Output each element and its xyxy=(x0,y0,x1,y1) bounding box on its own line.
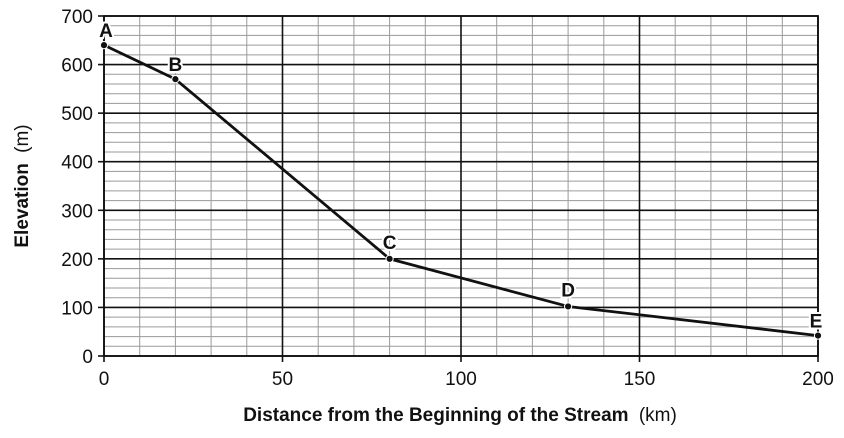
point-label-b: B xyxy=(169,55,183,76)
data-point-c xyxy=(385,254,394,263)
y-tick-label: 700 xyxy=(61,7,93,28)
data-point-d xyxy=(564,302,573,311)
point-label-e: E xyxy=(810,312,823,333)
x-axis-title: Distance from the Beginning of the Strea… xyxy=(243,405,677,426)
y-tick-label: 0 xyxy=(82,347,93,368)
data-point-e xyxy=(813,331,823,340)
y-axis-label: Elevation xyxy=(12,163,33,247)
x-axis-label: Distance from the Beginning of the Strea… xyxy=(243,405,628,426)
point-label-c: C xyxy=(383,233,397,254)
y-tick-label: 500 xyxy=(61,104,93,125)
y-axis-title: Elevation (m) xyxy=(12,124,33,247)
y-tick-label: 400 xyxy=(61,153,93,174)
y-axis-unit: (m) xyxy=(12,124,33,152)
data-points: A B C D E xyxy=(97,19,824,340)
tick-labels: 0 50 100 150 200 0 100 200 300 400 500 600 700 xyxy=(61,7,834,390)
x-tick-label: 150 xyxy=(624,369,656,390)
data-point-a xyxy=(99,41,109,50)
y-tick-label: 100 xyxy=(61,298,93,319)
x-tick-label: 50 xyxy=(272,369,293,390)
y-tick-label: 600 xyxy=(61,56,93,77)
y-tick-label: 300 xyxy=(61,201,93,222)
point-label-d: D xyxy=(561,280,575,301)
x-tick-label: 100 xyxy=(445,369,477,390)
x-tick-label: 200 xyxy=(802,369,834,390)
point-label-a: A xyxy=(99,21,113,42)
y-tick-label: 200 xyxy=(61,250,93,271)
x-axis-unit: (km) xyxy=(639,405,677,426)
data-point-b xyxy=(171,75,180,84)
x-tick-label: 0 xyxy=(99,369,110,390)
